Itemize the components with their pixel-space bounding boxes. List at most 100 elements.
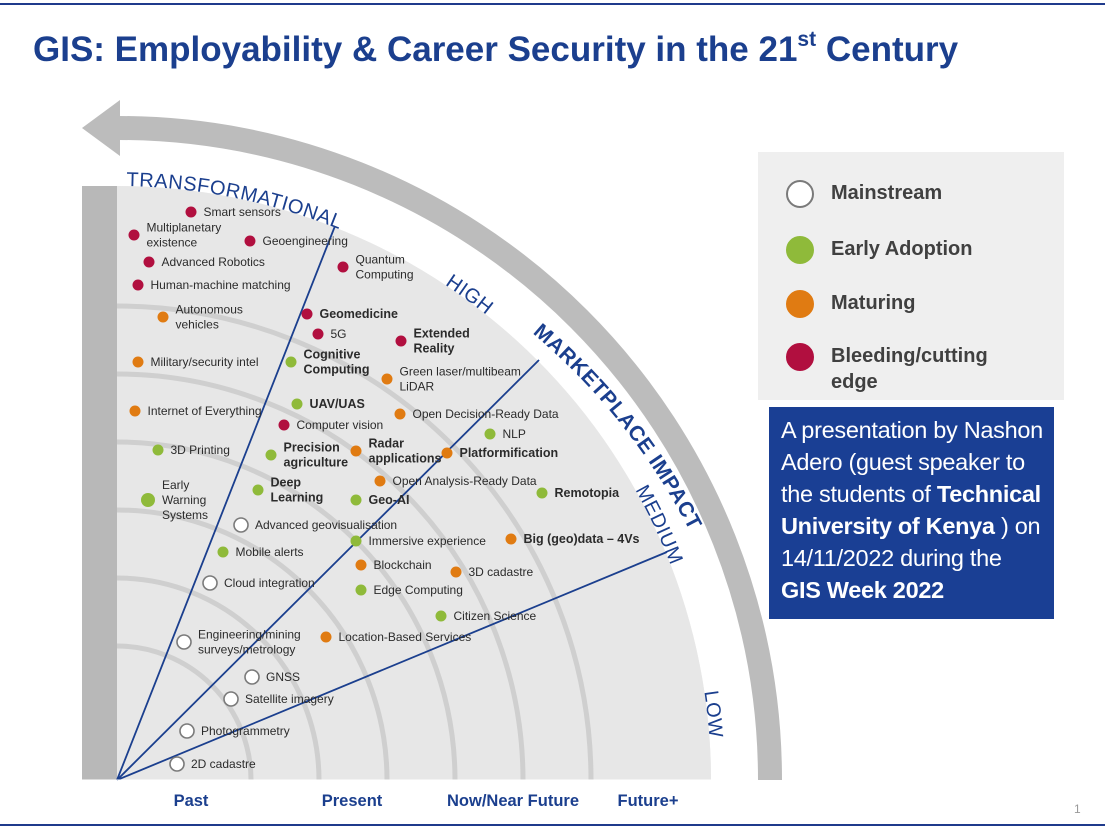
radar-item-label: Advanced geovisualisation [255, 518, 397, 532]
radar-item-label: Computing [356, 268, 414, 282]
radar-item-label: Systems [162, 508, 208, 522]
maturing-dot-icon [320, 631, 332, 643]
radar-item: Geomedicine [301, 307, 398, 321]
time-axis-label: Future+ [618, 792, 679, 810]
radar-ring [116, 303, 594, 781]
radar-item: Cloud integration [202, 575, 315, 591]
radar-item: Photogrammetry [179, 723, 290, 739]
radar-item-label: vehicles [176, 318, 219, 332]
radar-item-label: LiDAR [400, 380, 435, 394]
slide-title: GIS: Employability & Career Security in … [33, 28, 959, 69]
radar-item-label: existence [147, 236, 198, 250]
bleeding-dot-icon [185, 206, 197, 218]
radar-item-label: Quantum [356, 253, 405, 267]
radar-item-label: Computing [304, 363, 370, 377]
mainstream-dot-icon [233, 517, 249, 533]
maturing-dot-icon [350, 445, 362, 457]
early-dot-icon [291, 398, 303, 410]
maturing-dot-icon [157, 311, 169, 323]
radar-item-label: Edge Computing [374, 583, 463, 597]
radar-item-label: Precision [284, 441, 340, 455]
radar-item-label: UAV/UAS [310, 397, 365, 411]
radar-item-label: Remotopia [555, 486, 621, 500]
bleeding-edge-dot-icon [786, 343, 814, 371]
radar-item-label: Deep [271, 476, 302, 490]
radar-item: Immersive experience [350, 534, 487, 548]
radar-item: Open Analysis-Ready Data [374, 474, 537, 488]
legend-item-early-adoption: Early Adoption [786, 236, 972, 264]
radar-item: Internet of Everything [129, 404, 262, 418]
radar-item: Geo-AI [350, 493, 410, 507]
radar-item: 5G [312, 327, 347, 341]
radar-item: NLP [484, 427, 526, 441]
legend-label: Maturing [831, 292, 916, 314]
radar-item: Advanced Robotics [143, 255, 265, 269]
legend-item-bleeding-edge: Bleeding/cutting edge [786, 343, 988, 395]
radar-item-label: Engineering/mining [198, 628, 301, 642]
radar-item-label: Platformification [460, 446, 559, 460]
radar-item-label: Internet of Everything [148, 404, 262, 418]
bleeding-dot-icon [128, 229, 140, 241]
radar-sector [82, 186, 712, 781]
mainstream-dot-icon [179, 723, 195, 739]
radar-item-label: Mobile alerts [236, 545, 304, 559]
early-dot-icon [484, 428, 496, 440]
presenter-box: A presentation by Nashon Adero (guest sp… [769, 407, 1054, 619]
early-dot-icon [285, 356, 297, 368]
mainstream-dot-icon [786, 180, 814, 208]
bleeding-dot-icon [278, 419, 290, 431]
radar-item-label: 2D cadastre [191, 757, 256, 771]
maturing-dot-icon [132, 356, 144, 368]
maturing-dot-icon [355, 559, 367, 571]
radar-item: Computer vision [278, 418, 384, 432]
radar-item-label: Geo-AI [369, 493, 410, 507]
radar-item-label: Extended [414, 327, 470, 341]
time-axis-label: Past [174, 792, 209, 810]
maturing-dot-icon [786, 290, 814, 318]
bleeding-dot-icon [312, 328, 324, 340]
early-dot-icon [152, 444, 164, 456]
maturing-dot-icon [129, 405, 141, 417]
mainstream-dot-icon [169, 756, 185, 772]
early-dot-icon [252, 484, 264, 496]
bleeding-dot-icon [143, 256, 155, 268]
radar-item-label: Smart sensors [204, 205, 281, 219]
left-wall [82, 186, 118, 780]
radar-item-label: Citizen Science [454, 609, 537, 623]
early-dot-icon [435, 610, 447, 622]
legend: Mainstream Early Adoption Maturing Bleed… [758, 152, 1064, 400]
radar-item-label: Warning [162, 493, 206, 507]
radar-item-label: 3D Printing [171, 443, 230, 457]
radar-item-label: Advanced Robotics [162, 255, 265, 269]
radar-item: Remotopia [536, 486, 621, 500]
radar-item-label: surveys/metrology [198, 643, 295, 657]
sector-divider [116, 359, 540, 781]
radar-item-label: Immersive experience [369, 534, 487, 548]
radar-item-label: Cloud integration [224, 576, 315, 590]
radar-item: Mobile alerts [217, 545, 304, 559]
page-number: 1 [1074, 802, 1081, 816]
radar-item-label: Learning [271, 491, 324, 505]
radar-item-label: agriculture [284, 456, 349, 470]
radar-item-label: Autonomous [176, 303, 243, 317]
bottom-rule [0, 824, 1105, 826]
radar-item-label: Blockchain [374, 558, 432, 572]
radar-item-label: Reality [414, 342, 455, 356]
legend-label: Early Adoption [831, 238, 973, 260]
legend-item-mainstream: Mainstream [786, 180, 942, 208]
radar-item: Location-Based Services [320, 630, 472, 644]
mainstream-dot-icon [223, 691, 239, 707]
radar-item-label: Computer vision [297, 418, 384, 432]
radar-item: Geoengineering [244, 234, 348, 248]
radar-item: Platformification [441, 446, 559, 460]
radar-item-label: Satellite imagery [245, 692, 334, 706]
maturing-dot-icon [441, 447, 453, 459]
early-dot-icon [355, 584, 367, 596]
radar-item-label: Location-Based Services [339, 630, 472, 644]
radar-item-label: Photogrammetry [201, 724, 290, 738]
